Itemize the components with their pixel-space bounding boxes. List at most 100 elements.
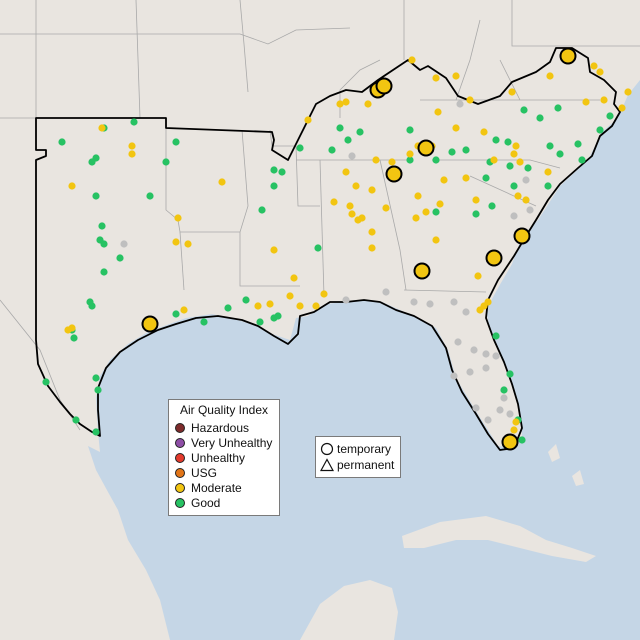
good-marker[interactable] — [506, 162, 514, 170]
moderate-marker[interactable] — [434, 108, 442, 116]
temporary-monitor-moderate-marker[interactable] — [485, 249, 503, 267]
good-marker[interactable] — [556, 150, 564, 158]
good-marker[interactable] — [492, 136, 500, 144]
moderate-marker[interactable] — [596, 68, 604, 76]
good-marker[interactable] — [554, 104, 562, 112]
moderate-marker[interactable] — [382, 204, 390, 212]
moderate-marker[interactable] — [408, 56, 416, 64]
no-data-marker[interactable] — [470, 346, 478, 354]
moderate-marker[interactable] — [512, 142, 520, 150]
moderate-marker[interactable] — [358, 214, 366, 222]
moderate-marker[interactable] — [296, 302, 304, 310]
moderate-marker[interactable] — [618, 104, 626, 112]
moderate-marker[interactable] — [480, 128, 488, 136]
moderate-marker[interactable] — [436, 200, 444, 208]
moderate-marker[interactable] — [270, 246, 278, 254]
moderate-marker[interactable] — [484, 298, 492, 306]
good-marker[interactable] — [242, 296, 250, 304]
moderate-marker[interactable] — [466, 96, 474, 104]
no-data-marker[interactable] — [522, 176, 530, 184]
good-marker[interactable] — [448, 148, 456, 156]
moderate-marker[interactable] — [174, 214, 182, 222]
moderate-marker[interactable] — [342, 98, 350, 106]
moderate-marker[interactable] — [128, 150, 136, 158]
moderate-marker[interactable] — [368, 186, 376, 194]
good-marker[interactable] — [92, 428, 100, 436]
temporary-monitor-moderate-marker[interactable] — [559, 47, 577, 65]
no-data-marker[interactable] — [526, 206, 534, 214]
moderate-marker[interactable] — [336, 100, 344, 108]
no-data-marker[interactable] — [506, 410, 514, 418]
good-marker[interactable] — [596, 126, 604, 134]
good-marker[interactable] — [162, 158, 170, 166]
no-data-marker[interactable] — [456, 100, 464, 108]
good-marker[interactable] — [258, 206, 266, 214]
no-data-marker[interactable] — [500, 394, 508, 402]
good-marker[interactable] — [130, 118, 138, 126]
moderate-marker[interactable] — [388, 158, 396, 166]
moderate-marker[interactable] — [98, 124, 106, 132]
no-data-marker[interactable] — [462, 308, 470, 316]
moderate-marker[interactable] — [624, 88, 632, 96]
moderate-marker[interactable] — [590, 62, 598, 70]
moderate-marker[interactable] — [474, 272, 482, 280]
moderate-marker[interactable] — [64, 326, 72, 334]
temporary-monitor-moderate-marker[interactable] — [413, 262, 431, 280]
no-data-marker[interactable] — [482, 350, 490, 358]
good-marker[interactable] — [72, 416, 80, 424]
good-marker[interactable] — [356, 128, 364, 136]
good-marker[interactable] — [578, 156, 586, 164]
moderate-marker[interactable] — [462, 174, 470, 182]
moderate-marker[interactable] — [364, 100, 372, 108]
moderate-marker[interactable] — [508, 88, 516, 96]
good-marker[interactable] — [200, 318, 208, 326]
good-marker[interactable] — [314, 244, 322, 252]
moderate-marker[interactable] — [312, 302, 320, 310]
temporary-monitor-moderate-marker[interactable] — [417, 139, 435, 157]
moderate-marker[interactable] — [304, 116, 312, 124]
moderate-marker[interactable] — [512, 418, 520, 426]
no-data-marker[interactable] — [496, 406, 504, 414]
moderate-marker[interactable] — [600, 96, 608, 104]
no-data-marker[interactable] — [492, 352, 500, 360]
no-data-marker[interactable] — [382, 288, 390, 296]
moderate-marker[interactable] — [452, 124, 460, 132]
good-marker[interactable] — [488, 202, 496, 210]
good-marker[interactable] — [116, 254, 124, 262]
moderate-marker[interactable] — [184, 240, 192, 248]
good-marker[interactable] — [98, 222, 106, 230]
moderate-marker[interactable] — [346, 202, 354, 210]
good-marker[interactable] — [344, 136, 352, 144]
no-data-marker[interactable] — [482, 364, 490, 372]
good-marker[interactable] — [70, 334, 78, 342]
moderate-marker[interactable] — [422, 208, 430, 216]
good-marker[interactable] — [270, 182, 278, 190]
moderate-marker[interactable] — [432, 74, 440, 82]
good-marker[interactable] — [86, 298, 94, 306]
moderate-marker[interactable] — [180, 306, 188, 314]
good-marker[interactable] — [406, 126, 414, 134]
good-marker[interactable] — [500, 386, 508, 394]
moderate-marker[interactable] — [510, 426, 518, 434]
moderate-marker[interactable] — [452, 72, 460, 80]
moderate-marker[interactable] — [514, 192, 522, 200]
good-marker[interactable] — [172, 138, 180, 146]
moderate-marker[interactable] — [254, 302, 262, 310]
moderate-marker[interactable] — [412, 214, 420, 222]
good-marker[interactable] — [504, 138, 512, 146]
good-marker[interactable] — [328, 146, 336, 154]
good-marker[interactable] — [88, 158, 96, 166]
good-marker[interactable] — [520, 106, 528, 114]
moderate-marker[interactable] — [546, 72, 554, 80]
good-marker[interactable] — [100, 268, 108, 276]
temporary-monitor-moderate-marker[interactable] — [513, 227, 531, 245]
no-data-marker[interactable] — [342, 296, 350, 304]
good-marker[interactable] — [432, 208, 440, 216]
moderate-marker[interactable] — [320, 290, 328, 298]
good-marker[interactable] — [546, 142, 554, 150]
good-marker[interactable] — [524, 164, 532, 172]
good-marker[interactable] — [172, 310, 180, 318]
moderate-marker[interactable] — [342, 168, 350, 176]
good-marker[interactable] — [278, 168, 286, 176]
no-data-marker[interactable] — [410, 298, 418, 306]
